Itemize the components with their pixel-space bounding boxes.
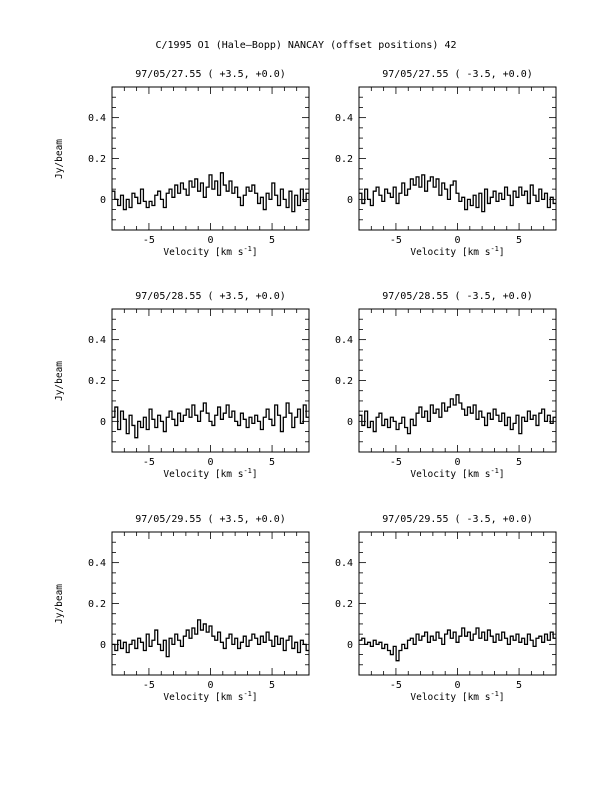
x-axis-label: Velocity [km s-1] [410, 467, 504, 480]
x-tick-label: -5 [143, 680, 155, 691]
x-tick-label: 0 [454, 680, 460, 691]
y-tick-label: 0 [100, 640, 106, 651]
x-tick-label: 0 [207, 235, 213, 246]
plot-frame [111, 531, 310, 676]
spectrum-line [112, 402, 309, 439]
x-axis-label-text: Velocity [km s [410, 247, 490, 258]
panel-grid: 97/05/27.55 ( +3.5, +0.0) -5 0 5 0 0.2 0.4 Velo… [54, 69, 557, 703]
x-tick-label: 5 [269, 457, 275, 468]
x-axis-label-sup: -1 [490, 690, 498, 698]
x-tick-label: 0 [207, 457, 213, 468]
y-tick-label: 0 [100, 417, 106, 428]
panel-title: 97/05/28.55 ( -3.5, +0.0) [382, 291, 533, 302]
panel-4: 97/05/28.55 ( -3.5, +0.0) -5 0 5 0 0.2 0.4 Velo… [335, 291, 557, 480]
spectrum-line [359, 627, 556, 662]
figure-title: C/1995 O1 (Hale–Bopp) NANCAY (offset pos… [155, 40, 456, 51]
x-axis-label-sup: -1 [243, 690, 251, 698]
x-tick-label: 0 [207, 680, 213, 691]
y-tick-label: 0.2 [335, 376, 353, 387]
spectrum-line [359, 394, 556, 435]
x-axis-label-text: Velocity [km s [163, 247, 243, 258]
x-tick-label: 0 [454, 457, 460, 468]
y-tick-label: 0.2 [88, 599, 106, 610]
y-tick-label: 0.4 [335, 335, 353, 346]
x-axis-label-sup: -1 [243, 467, 251, 475]
x-tick-label: -5 [390, 457, 402, 468]
x-axis-label-text: Velocity [km s [410, 469, 490, 480]
panel-2: 97/05/27.55 ( -3.5, +0.0) -5 0 5 0 0.2 0.4 Velo… [335, 69, 557, 258]
x-axis-label: Velocity [km s-1] [410, 690, 504, 703]
y-axis-label: Jy/beam [54, 361, 65, 401]
x-axis-label-close: ] [499, 247, 505, 258]
y-tick-label: 0.2 [88, 376, 106, 387]
panel-title: 97/05/28.55 ( +3.5, +0.0) [135, 291, 286, 302]
panel-1: 97/05/27.55 ( +3.5, +0.0) -5 0 5 0 0.2 0.4 Velo… [54, 69, 310, 258]
x-tick-label: 5 [269, 680, 275, 691]
x-axis-label: Velocity [km s-1] [163, 690, 257, 703]
y-axis-label: Jy/beam [54, 584, 65, 624]
x-axis-label-text: Velocity [km s [163, 469, 243, 480]
y-tick-label: 0.4 [88, 558, 106, 569]
y-tick-label: 0.2 [88, 154, 106, 165]
spectrum-line [359, 174, 556, 213]
x-tick-label: -5 [143, 457, 155, 468]
x-axis-label-text: Velocity [km s [163, 692, 243, 703]
plot-frame [358, 308, 557, 453]
y-tick-label: 0 [347, 195, 353, 206]
y-tick-label: 0.4 [88, 113, 106, 124]
panel-title: 97/05/27.55 ( -3.5, +0.0) [382, 69, 533, 80]
y-tick-label: 0.2 [335, 599, 353, 610]
panel-5: 97/05/29.55 ( +3.5, +0.0) -5 0 5 0 0.2 0.4 Velo… [54, 514, 310, 703]
plot-frame [111, 86, 310, 231]
panel-3: 97/05/28.55 ( +3.5, +0.0) -5 0 5 0 0.2 0.4 Velo… [54, 291, 310, 480]
x-axis-label-close: ] [252, 247, 258, 258]
x-axis-label-text: Velocity [km s [410, 692, 490, 703]
y-tick-label: 0 [100, 195, 106, 206]
x-tick-label: 5 [516, 680, 522, 691]
plot-frame [358, 531, 557, 676]
x-tick-label: 5 [269, 235, 275, 246]
y-tick-label: 0.4 [335, 558, 353, 569]
y-tick-label: 0.4 [335, 113, 353, 124]
x-tick-label: 5 [516, 457, 522, 468]
plot-frame [358, 86, 557, 231]
x-axis-label: Velocity [km s-1] [163, 467, 257, 480]
x-axis-label-sup: -1 [490, 245, 498, 253]
x-axis-label-sup: -1 [490, 467, 498, 475]
x-tick-label: -5 [143, 235, 155, 246]
x-axis-label-sup: -1 [243, 245, 251, 253]
x-tick-label: -5 [390, 235, 402, 246]
x-axis-label-close: ] [252, 469, 258, 480]
x-axis-label-close: ] [499, 469, 505, 480]
y-tick-label: 0.4 [88, 335, 106, 346]
panel-6: 97/05/29.55 ( -3.5, +0.0) -5 0 5 0 0.2 0.4 Velo… [335, 514, 557, 703]
panel-title: 97/05/29.55 ( -3.5, +0.0) [382, 514, 533, 525]
y-axis-label: Jy/beam [54, 139, 65, 179]
plot-frame [111, 308, 310, 453]
y-tick-label: 0 [347, 417, 353, 428]
x-tick-label: -5 [390, 680, 402, 691]
x-axis-label-close: ] [252, 692, 258, 703]
spectrum-line [112, 172, 309, 213]
y-tick-label: 0 [347, 640, 353, 651]
x-axis-label: Velocity [km s-1] [163, 245, 257, 258]
x-tick-label: 5 [516, 235, 522, 246]
x-axis-label: Velocity [km s-1] [410, 245, 504, 258]
panel-title: 97/05/27.55 ( +3.5, +0.0) [135, 69, 286, 80]
spectrum-line [112, 619, 309, 658]
panel-title: 97/05/29.55 ( +3.5, +0.0) [135, 514, 286, 525]
y-tick-label: 0.2 [335, 154, 353, 165]
x-axis-label-close: ] [499, 692, 505, 703]
x-tick-label: 0 [454, 235, 460, 246]
